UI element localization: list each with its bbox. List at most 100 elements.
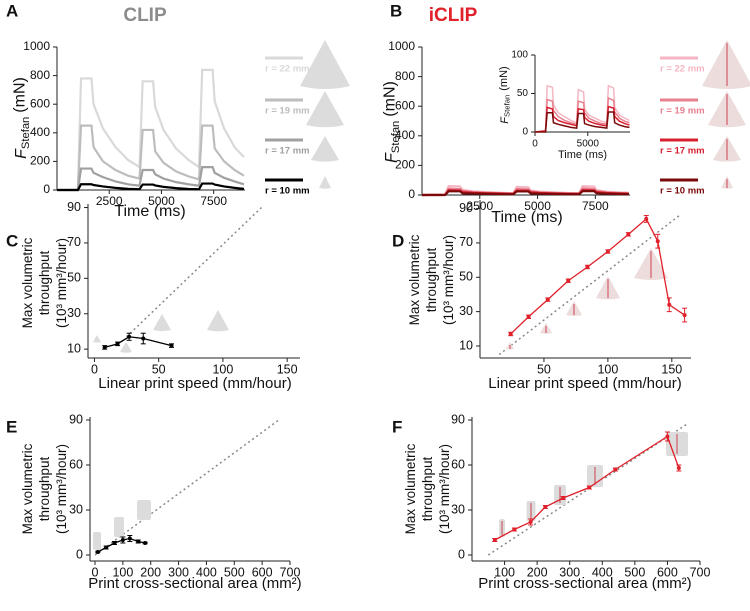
panel-letter: B <box>390 1 402 20</box>
y-tick-label: 10 <box>459 338 473 352</box>
legend-label: r = 22 mm <box>265 64 310 75</box>
x-axis-label: Linear print speed (mm/hour) <box>488 375 681 392</box>
y-tick-label: 30 <box>459 304 473 318</box>
cone-icon <box>120 342 132 353</box>
y-tick-label: 50 <box>67 271 81 285</box>
data-point <box>665 434 670 439</box>
data-point <box>141 336 146 341</box>
cone-icon <box>319 176 331 189</box>
data-point <box>605 249 610 254</box>
y-tick-label: 60 <box>69 457 83 471</box>
legend-label: r = 22 mm <box>660 64 705 75</box>
y-axis-label: Max volumetric throughput (10³ mm³/hour) <box>20 237 69 328</box>
panel-letter: A <box>6 1 18 20</box>
y-label-line: (10³ mm³/hour) <box>54 444 69 534</box>
y-tick-label: 800 <box>30 68 50 82</box>
y-tick-label: 200 <box>395 158 415 172</box>
y-axis-label: FStefan (mN) <box>12 77 32 159</box>
label-unit: (mN) <box>382 81 399 117</box>
series-line <box>57 68 245 192</box>
cone-icon <box>311 136 339 162</box>
series-line <box>534 97 630 133</box>
x-tick-label: 50 <box>537 362 551 376</box>
data-point <box>104 545 109 550</box>
y-label-line: throughput <box>37 250 52 315</box>
panel-letter: C <box>6 231 18 250</box>
label-symbol: F <box>383 152 400 163</box>
panel-letter: F <box>392 417 402 436</box>
cylinder-icon <box>93 532 101 550</box>
x-axis-label: Time (ms) <box>491 209 562 226</box>
y-tick-label: 50 <box>517 88 529 99</box>
x-tick-label: 5000 <box>148 194 175 208</box>
x-tick-label: 500 <box>624 565 645 579</box>
y-tick-label: 90 <box>459 201 473 215</box>
y-axis-label: Max volumetric throughput (10³ mm³/hour) <box>403 443 452 534</box>
x-tick-label: 2500 <box>96 194 123 208</box>
label-subscript: Stefan <box>20 117 32 149</box>
y-tick-label: 0 <box>76 547 83 561</box>
y-tick-label: 400 <box>30 125 50 139</box>
y-label-line: Max volumetric <box>403 443 418 534</box>
y-tick-label: 30 <box>67 306 81 320</box>
data-point <box>587 485 592 490</box>
y-tick-label: 50 <box>459 270 473 284</box>
panel-title: CLIP <box>123 5 167 26</box>
series-line <box>494 435 680 541</box>
x-tick-label: 400 <box>592 565 613 579</box>
y-label-line: Max volumetric <box>407 234 422 325</box>
y-label-line: throughput <box>424 247 439 312</box>
y-label-line: Max volumetric <box>20 443 35 534</box>
x-tick-label: 0 <box>532 139 538 150</box>
data-point <box>95 550 100 554</box>
y-tick-label: 200 <box>30 154 50 168</box>
data-point <box>115 341 120 346</box>
y-tick-label: 600 <box>30 96 50 110</box>
label-symbol: F <box>499 116 511 124</box>
legend-label: r = 19 mm <box>660 106 705 117</box>
x-tick-label: 7500 <box>200 194 227 208</box>
x-tick-label: 700 <box>690 565 711 579</box>
x-tick-label: 50 <box>152 362 166 376</box>
y-label-line: (10³ mm³/hour) <box>54 238 69 328</box>
y-tick-label: 90 <box>67 200 81 214</box>
panel-title: iCLIP <box>429 5 478 26</box>
series-line <box>534 84 630 133</box>
x-tick-label: 7500 <box>582 199 609 213</box>
data-point <box>644 216 649 221</box>
data-point <box>508 331 513 336</box>
y-axis-label: FStefan (mN) <box>498 66 512 123</box>
reference-line <box>126 206 262 338</box>
series-line <box>104 336 172 349</box>
y-tick-label: 0 <box>408 187 415 201</box>
data-point <box>585 264 590 269</box>
data-point <box>120 538 125 542</box>
x-tick-label: 600 <box>657 565 678 579</box>
label-unit: (mN) <box>12 77 29 113</box>
data-point <box>526 314 531 319</box>
y-tick-label: 0 <box>458 547 465 561</box>
cylinder-icon <box>137 500 151 520</box>
label-unit: (mN) <box>498 66 510 90</box>
y-tick-label: 1000 <box>23 39 50 53</box>
data-point <box>543 505 548 509</box>
series-line <box>57 182 245 192</box>
data-point <box>561 496 566 500</box>
data-point <box>613 467 618 472</box>
x-axis-label: Print cross-sectional area (mm²) <box>478 575 691 592</box>
x-tick-label: 300 <box>168 565 189 579</box>
y-axis-label: Max volumetric throughput (10³ mm³/hour) <box>407 234 456 325</box>
data-point <box>528 520 533 524</box>
data-point <box>655 239 660 244</box>
cone-icon <box>300 40 350 89</box>
y-tick-label: 30 <box>451 502 465 516</box>
panel-letter: D <box>392 231 404 250</box>
y-tick-label: 70 <box>67 235 81 249</box>
panel-letter: E <box>6 417 17 436</box>
cone-icon <box>207 310 229 332</box>
x-tick-label: 100 <box>212 362 233 376</box>
y-tick-label: 70 <box>459 235 473 249</box>
x-tick-label: 700 <box>280 565 301 579</box>
y-tick-label: 60 <box>451 457 465 471</box>
series-line <box>57 166 245 192</box>
